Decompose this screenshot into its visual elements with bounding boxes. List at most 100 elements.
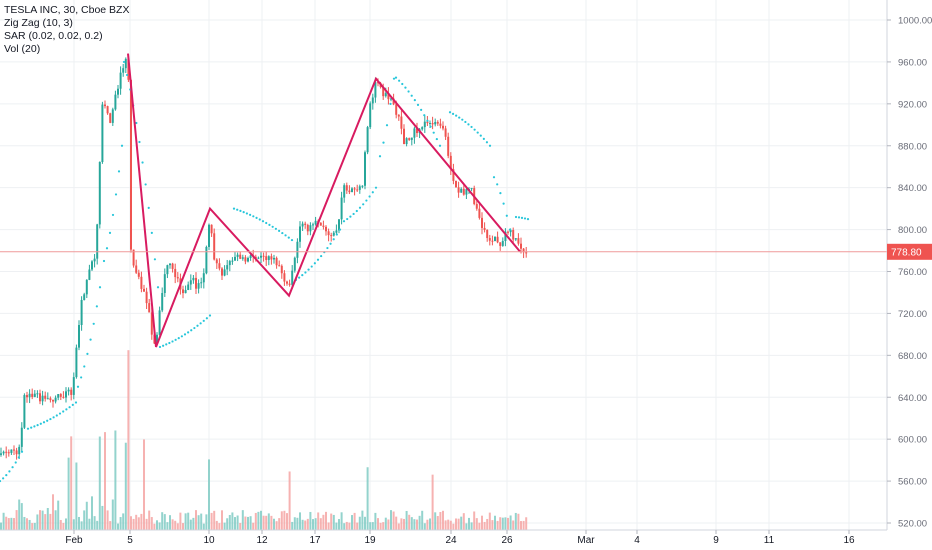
volume-bar	[15, 510, 18, 530]
time-tick-label: 16	[843, 535, 855, 546]
sar-dot	[95, 305, 98, 308]
candle	[460, 187, 463, 193]
candle	[208, 223, 210, 250]
sar-dot	[74, 401, 78, 404]
volume-bar	[413, 519, 416, 530]
sar-dot	[252, 215, 255, 218]
sar-dot	[76, 385, 80, 388]
volume-bar	[161, 512, 164, 530]
price-tick-label: 760.00	[898, 267, 927, 278]
candle	[507, 230, 509, 235]
sar-dot	[242, 211, 245, 214]
sar-dot	[404, 86, 407, 89]
candle	[20, 422, 23, 452]
last-price-label: 778.80	[891, 247, 922, 258]
sar-dot	[346, 217, 349, 221]
volume-bar	[358, 516, 361, 530]
sar-dot	[114, 193, 118, 196]
sar-dot	[14, 461, 17, 464]
candle	[187, 281, 190, 291]
candle	[83, 292, 86, 301]
sar-dot	[138, 140, 141, 144]
volume-bar	[210, 512, 213, 530]
legend-zigzag[interactable]: Zig Zag (10, 3)	[4, 17, 73, 29]
legend-sar[interactable]: SAR (0.02, 0.02, 0.2)	[4, 30, 103, 42]
sar-dot	[438, 144, 442, 147]
time-tick-label: 26	[501, 535, 513, 546]
volume-bar	[377, 518, 379, 530]
sar-dot	[147, 206, 150, 209]
volume-bar	[343, 523, 346, 530]
legend-volume[interactable]: Vol (20)	[4, 43, 41, 55]
volume-bar	[262, 515, 265, 530]
candle	[228, 259, 231, 272]
price-tick-label: 880.00	[898, 141, 927, 152]
candle	[65, 387, 67, 403]
volume-bar	[106, 510, 109, 530]
sar-dot	[158, 345, 162, 349]
candle	[143, 284, 145, 292]
volume-bar	[31, 523, 34, 530]
candle	[62, 391, 65, 399]
volume-bar	[312, 519, 314, 530]
volume-bar	[192, 517, 195, 530]
sar-dot	[470, 125, 473, 129]
volume-bar	[314, 518, 317, 530]
volume-bar	[62, 522, 65, 530]
sar-dot	[473, 128, 476, 131]
sar-dot	[374, 186, 378, 189]
volume-bar	[187, 512, 190, 530]
volume-bar	[283, 510, 286, 530]
sar-dot	[39, 422, 42, 425]
sar-dot	[281, 231, 284, 235]
volume-bar	[468, 517, 470, 530]
candle	[358, 184, 361, 194]
sar-dot	[117, 170, 121, 173]
volume-bar	[137, 517, 140, 530]
sar-dot	[335, 233, 338, 236]
sar-dot	[171, 340, 174, 343]
candle	[7, 449, 10, 457]
price-axis[interactable]: 1000.00 960.00 920.00 880.00 840.00 800.00 760…	[886, 0, 932, 530]
time-axis[interactable]: Feb 5 10 12 17 19 24 26 Mar 4 9 11 16	[0, 529, 887, 546]
candle	[338, 219, 340, 234]
sar-dot	[423, 114, 426, 117]
sar-dot	[284, 234, 287, 237]
candle	[371, 93, 374, 110]
sar-dot	[168, 341, 171, 345]
volume-bar	[327, 522, 330, 530]
candle	[192, 275, 195, 284]
volume-bar	[174, 520, 177, 530]
sar-dot	[8, 470, 11, 473]
candle	[239, 251, 242, 260]
legend-symbol[interactable]: TESLA INC, 30, Cboe BZX	[4, 4, 130, 16]
sar-dot	[520, 216, 524, 219]
sar-dot	[33, 425, 36, 428]
candle	[275, 256, 278, 269]
candle	[280, 264, 283, 279]
candle	[312, 222, 314, 231]
volume-bar	[447, 519, 450, 530]
volume-bar	[247, 516, 249, 530]
price-tick-label: 520.00	[898, 519, 927, 530]
volume-bar	[512, 520, 515, 530]
candle	[364, 150, 366, 190]
volume-bar	[244, 516, 247, 530]
candle	[132, 249, 135, 268]
volume-bar	[13, 518, 15, 530]
volume-bar	[124, 442, 127, 530]
volume-bar	[457, 518, 460, 530]
sar-dot	[467, 123, 470, 126]
volume-bar	[195, 510, 197, 530]
sar-dot	[505, 214, 508, 217]
volume-bar	[397, 523, 400, 530]
volume-bar	[494, 515, 496, 530]
price-tick-label: 920.00	[898, 99, 927, 110]
sar-dot	[371, 191, 374, 194]
candle	[504, 228, 507, 247]
candle	[299, 221, 301, 248]
candle	[169, 263, 171, 269]
volume-bar	[340, 512, 343, 530]
volume-bar	[483, 521, 486, 530]
